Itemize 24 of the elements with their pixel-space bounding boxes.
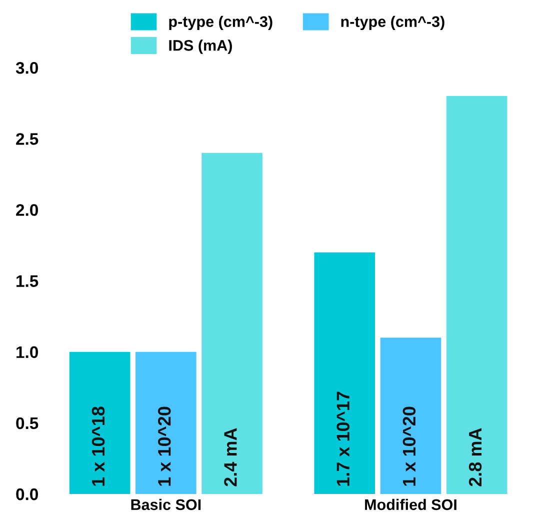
legend-label: IDS (mA) <box>169 40 232 54</box>
y-tick-label: 0.0 <box>16 488 38 500</box>
y-tick-label: 1.0 <box>16 346 38 358</box>
annotation: 1 x 10^18 <box>92 406 105 486</box>
y-tick-label: 2.5 <box>16 133 38 145</box>
annotation: 1.7 x 10^17 <box>336 392 350 486</box>
legend-label: n-type (cm^-3) <box>341 16 444 30</box>
bar <box>446 96 508 494</box>
y-tick-label: 3.0 <box>16 62 38 74</box>
bar <box>136 352 196 494</box>
annotation: 1 x 10^20 <box>402 406 416 486</box>
bar <box>314 252 376 494</box>
x-tick-label: Modified SOI <box>365 498 456 510</box>
bar <box>202 152 262 494</box>
legend-label: p-type (cm^-3) <box>169 16 272 30</box>
annotation: 2.8 mA <box>468 428 482 486</box>
y-tick-label: 2.0 <box>16 204 38 216</box>
annotation: 1 x 10^20 <box>158 406 171 486</box>
bar <box>69 352 130 494</box>
annotation: 2.4 mA <box>224 428 237 486</box>
y-tick-label: 0.5 <box>16 417 38 430</box>
x-tick-label: Basic SOI <box>131 498 201 510</box>
y-tick-label: 1.5 <box>16 275 38 288</box>
bar <box>380 338 442 494</box>
